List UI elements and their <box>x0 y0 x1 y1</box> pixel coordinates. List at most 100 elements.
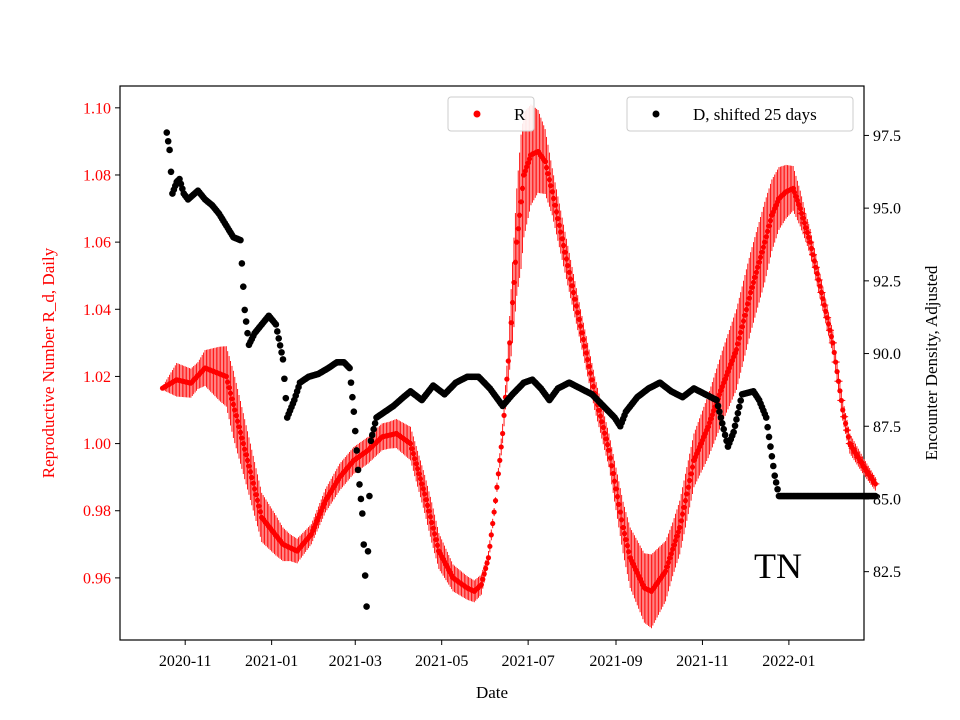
left-y-tick-label: 1.04 <box>83 302 111 319</box>
left-y-tick-label: 1.10 <box>83 100 111 117</box>
r-point <box>765 228 771 234</box>
d-point <box>166 146 173 154</box>
d-point <box>713 396 720 404</box>
left-y-axis-ticks: 0.96 0.98 1.00 1.02 1.04 1.06 1.08 1.10 <box>83 100 120 587</box>
d-point <box>167 168 175 176</box>
right-y-tick-label: 87.5 <box>873 419 901 436</box>
r-point <box>240 440 246 447</box>
x-tick-label: 2021-05 <box>415 653 468 670</box>
d-point <box>721 431 729 439</box>
d-point <box>239 283 247 290</box>
x-tick-label: 2021-09 <box>589 653 642 670</box>
r-point <box>498 444 504 450</box>
r-point <box>586 363 592 369</box>
d-point <box>272 321 280 328</box>
r-point <box>611 478 618 484</box>
r-point <box>549 189 555 195</box>
r-point <box>613 486 619 492</box>
x-axis-ticks: 2020-11 2021-01 2021-03 2021-05 2021-07 2021-… <box>159 640 816 670</box>
r-point <box>614 494 621 500</box>
left-y-tick-label: 0.98 <box>83 503 111 520</box>
legend-d-label: D, shifted 25 days <box>693 105 817 124</box>
r-point <box>749 284 755 291</box>
x-tick-label: 2021-11 <box>676 653 729 670</box>
r-point <box>600 424 606 431</box>
left-y-tick-label: 1.00 <box>83 436 111 453</box>
r-point <box>766 223 772 229</box>
left-y-tick-label: 1.08 <box>83 167 111 184</box>
r-point <box>420 486 426 492</box>
r-point <box>689 464 696 470</box>
r-point <box>257 509 263 515</box>
r-point <box>790 185 796 192</box>
r-point <box>842 420 849 427</box>
r-point <box>830 340 836 346</box>
r-point <box>823 308 829 314</box>
r-point <box>252 486 258 492</box>
r-point <box>237 429 244 435</box>
r-point <box>585 357 591 363</box>
r-point <box>227 390 234 396</box>
r-point <box>497 457 503 463</box>
r-point <box>681 504 687 510</box>
d-point <box>762 414 770 421</box>
d-point <box>353 447 360 454</box>
d-point <box>163 129 171 136</box>
r-point <box>750 279 757 286</box>
d-point <box>717 414 725 421</box>
r-point <box>804 229 810 236</box>
r-point <box>838 397 844 404</box>
r-point <box>505 358 511 364</box>
r-point <box>491 509 497 515</box>
legend-r-marker <box>473 110 481 118</box>
r-point <box>756 259 762 265</box>
left-y-tick-label: 1.06 <box>83 235 111 252</box>
right-y-axis-ticks: 82.5 85.0 87.5 90.0 92.5 95.0 97.5 <box>864 128 901 581</box>
r-point <box>577 323 584 329</box>
r-point <box>827 327 833 333</box>
d-point <box>368 431 376 439</box>
r-point <box>684 491 690 497</box>
r-point <box>562 249 568 255</box>
d-point <box>714 402 722 410</box>
legend-r-label: R <box>514 105 526 124</box>
d-point <box>735 403 743 411</box>
r-point <box>674 533 680 539</box>
r-point <box>488 532 494 538</box>
r-point <box>575 310 581 316</box>
d-point <box>281 375 288 383</box>
r-point <box>733 346 740 353</box>
r-point <box>814 271 820 277</box>
r-point <box>243 452 249 458</box>
r-point <box>522 168 528 174</box>
d-point <box>357 495 365 503</box>
r-point <box>603 436 609 442</box>
r-point <box>511 279 517 286</box>
left-y-tick-label: 1.02 <box>83 369 111 386</box>
r-point <box>492 498 499 504</box>
r-point <box>410 451 416 457</box>
d-point <box>238 260 246 267</box>
r-point <box>735 341 741 347</box>
r-point <box>480 576 486 582</box>
r-point <box>759 249 765 255</box>
r-point <box>685 484 691 490</box>
r-point <box>481 571 487 577</box>
r-point <box>226 385 232 391</box>
r-point <box>817 283 823 289</box>
r-point <box>663 568 669 574</box>
r-point <box>232 407 238 413</box>
r-point <box>426 508 432 514</box>
r-point <box>748 289 754 296</box>
r-point <box>526 156 533 162</box>
d-point <box>737 397 745 404</box>
legend-r: R <box>447 96 535 132</box>
r-point <box>709 412 715 418</box>
r-point <box>583 350 589 356</box>
r-point <box>743 307 749 313</box>
d-point <box>731 422 739 430</box>
r-point <box>565 263 571 269</box>
r-point <box>760 244 766 250</box>
r-point <box>244 457 251 463</box>
r-point <box>620 524 626 531</box>
